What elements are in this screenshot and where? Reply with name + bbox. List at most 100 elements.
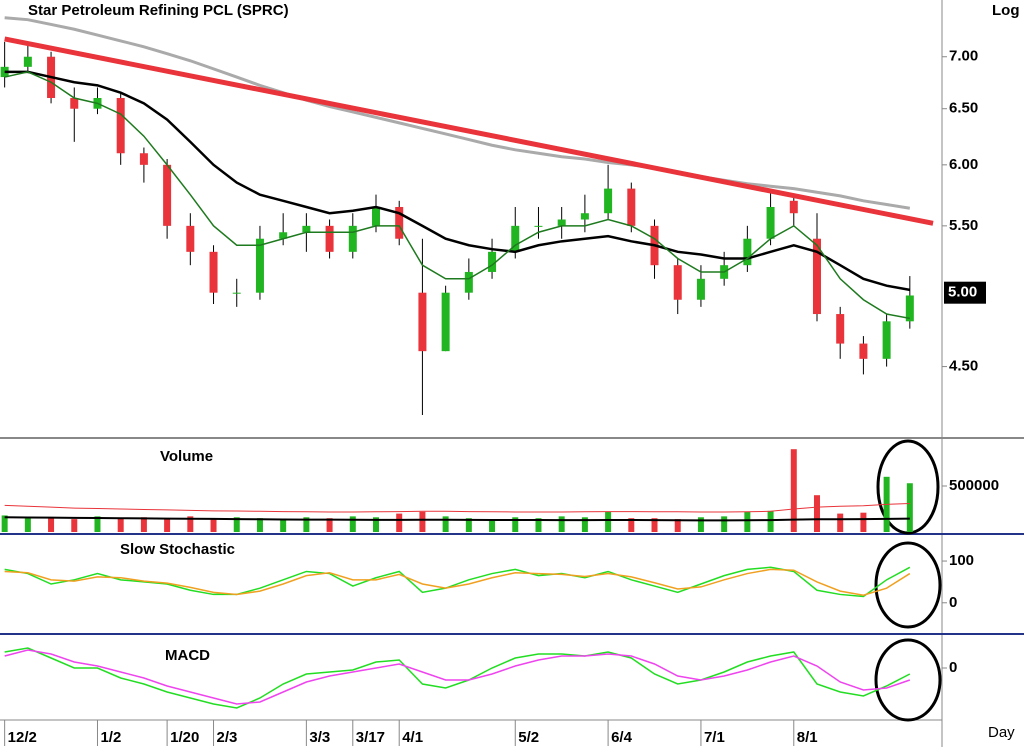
- candle-body: [557, 219, 566, 226]
- x-tick-label: 3/3: [309, 729, 330, 746]
- candle-body: [232, 292, 241, 294]
- volume-bar: [48, 517, 55, 532]
- candle-body: [812, 238, 821, 315]
- candle-body: [395, 206, 404, 239]
- series-line: [4, 70, 911, 292]
- volume-bar: [303, 517, 310, 532]
- candle-body: [836, 314, 845, 344]
- candle-body: [627, 188, 636, 226]
- candle-body: [116, 98, 125, 154]
- candle-body: [789, 200, 798, 214]
- candle-body: [418, 292, 427, 352]
- annotation-circle: [874, 541, 942, 629]
- candle-body: [511, 225, 520, 252]
- y-tick-label: 0: [949, 594, 957, 611]
- x-tick-label: 5/2: [518, 729, 539, 746]
- volume-bar: [164, 519, 171, 532]
- candle-body: [580, 213, 589, 220]
- candle-body: [673, 265, 682, 300]
- y-tick-label: 100: [949, 552, 974, 569]
- candle-body: [279, 232, 288, 239]
- y-tick-label: 4.50: [949, 358, 978, 375]
- candle-body: [302, 225, 311, 233]
- volume-bar: [117, 518, 124, 532]
- volume-bar: [605, 511, 612, 532]
- volume-bar: [396, 513, 403, 532]
- volume-bar: [790, 449, 797, 532]
- x-tick-label: 2/3: [217, 729, 238, 746]
- series-line: [4, 647, 911, 709]
- volume-bar: [628, 518, 635, 532]
- series-line: [4, 16, 911, 210]
- candle-body: [464, 271, 473, 293]
- candle-body: [905, 295, 914, 322]
- candle-body: [163, 164, 172, 226]
- volume-bar: [906, 483, 913, 532]
- candle-body: [534, 225, 543, 227]
- series-line: [4, 502, 910, 513]
- volume-bar: [24, 518, 31, 532]
- current-price-label: 5.00: [948, 284, 977, 301]
- candle-body: [766, 206, 775, 239]
- y-tick-label: 6.50: [949, 100, 978, 117]
- volume-bar: [512, 517, 519, 532]
- candle-body: [743, 238, 752, 266]
- x-tick-label: 1/2: [100, 729, 121, 746]
- volume-bar: [326, 518, 333, 532]
- volume-bar: [373, 517, 379, 532]
- scale-label: Log: [992, 2, 1020, 19]
- panel-title: Volume: [160, 448, 213, 465]
- candle-body: [70, 98, 79, 109]
- series-line: [4, 649, 911, 705]
- series-line: [4, 71, 910, 320]
- volume-bar: [233, 517, 240, 532]
- y-tick-label: 0: [949, 659, 957, 676]
- volume-bar: [721, 516, 728, 532]
- volume-bar: [419, 511, 426, 532]
- y-tick-label: 6.00: [949, 156, 978, 173]
- y-tick-label: 500000: [949, 477, 999, 494]
- candle-body: [348, 225, 357, 252]
- candle-body: [604, 188, 613, 214]
- candle-body: [859, 343, 868, 359]
- volume-bar: [860, 512, 867, 532]
- volume-bar: [744, 511, 751, 532]
- x-tick-label: 12/2: [8, 729, 37, 746]
- volume-bar: [210, 518, 217, 532]
- volume-bar: [581, 517, 588, 532]
- volume-bar: [837, 513, 844, 532]
- volume-bar: [697, 517, 704, 532]
- candle-body: [696, 278, 705, 300]
- candle-body: [255, 238, 264, 293]
- candle-body: [23, 56, 32, 67]
- x-tick-label: 3/17: [356, 729, 385, 746]
- y-tick-label: 7.00: [949, 48, 978, 65]
- volume-bar: [558, 516, 565, 532]
- volume-bar: [767, 510, 774, 532]
- x-tick-label: 1/20: [170, 729, 199, 746]
- volume-bar: [349, 516, 356, 532]
- candle-body: [372, 206, 380, 226]
- panel-title: MACD: [165, 647, 210, 664]
- annotation-circle: [874, 638, 942, 722]
- current-price-box: [944, 281, 986, 304]
- volume-bar: [674, 519, 681, 532]
- x-tick-label: 4/1: [402, 729, 423, 746]
- volume-bar: [535, 518, 542, 532]
- volume-bar: [94, 516, 101, 532]
- series-line: [4, 516, 910, 522]
- candle-body: [488, 251, 497, 272]
- series-line: [4, 568, 911, 597]
- volume-bar: [1, 515, 8, 532]
- panel-title: Slow Stochastic: [120, 541, 235, 558]
- trend-line: [4, 36, 934, 226]
- volume-bar: [140, 517, 147, 532]
- candle-body: [209, 251, 218, 293]
- y-tick-label: 5.50: [949, 217, 978, 234]
- candle-body: [882, 321, 891, 359]
- chart-title: Star Petroleum Refining PCL (SPRC): [28, 2, 289, 19]
- candle-body: [186, 225, 195, 252]
- x-tick-label: 6/4: [611, 729, 633, 746]
- volume-bar: [256, 518, 263, 532]
